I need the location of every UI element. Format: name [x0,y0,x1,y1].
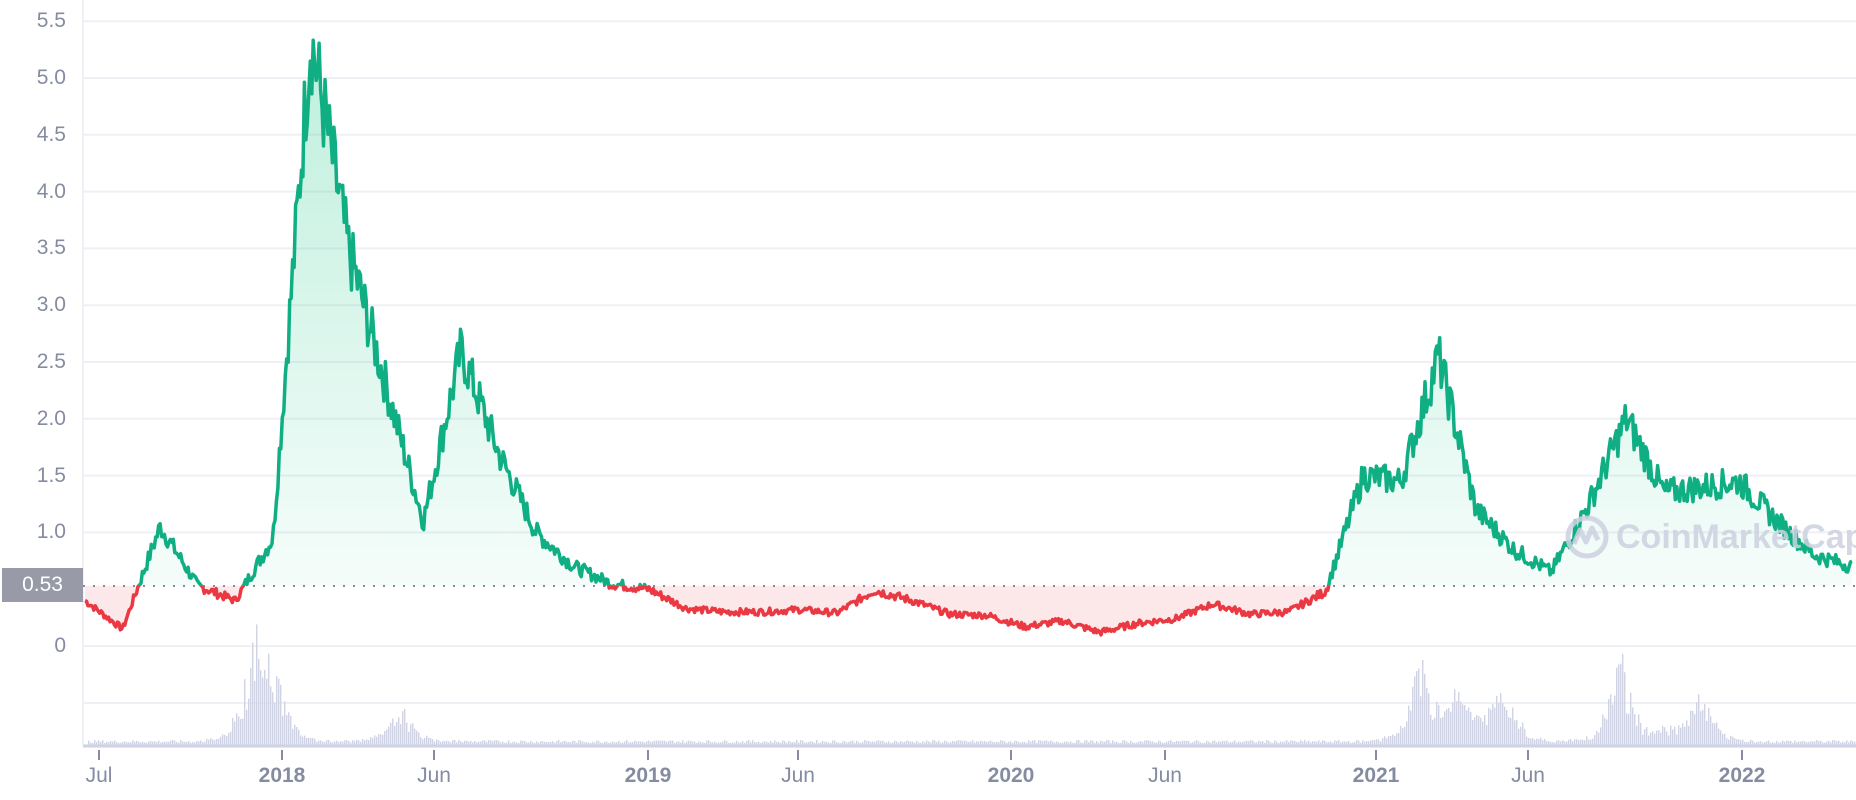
watermark-text: CoinMarketCap [1616,517,1856,556]
x-tick-label: Jun [781,764,815,787]
price-line-above [136,38,1853,586]
price-line-below [84,586,1331,637]
x-tick-label: 2022 [1718,764,1766,787]
x-tick-label: 2020 [987,764,1035,787]
y-tick-label: 5.5 [36,9,66,33]
y-tick-label: 1.5 [36,463,66,487]
x-tick-label: Jun [1148,764,1182,787]
x-tick-label: Jun [1511,764,1545,787]
x-tick-label: Jul [85,764,113,787]
x-tick-label: 2018 [258,764,306,787]
area-above-fill [85,40,1852,586]
y-tick-label: 4.0 [36,179,66,203]
current-price-tag: 0.53 [2,568,83,602]
y-tick-label: 5.0 [36,66,66,89]
x-tick-label: 2019 [624,764,672,787]
volume-bars [88,624,1856,745]
x-tick-label: Jun [417,764,451,787]
x-axis-ticks [98,750,1743,760]
y-tick-label: 3.0 [36,293,66,317]
coinmarketcap-logo-icon [1565,515,1609,559]
y-tick-label: 2.0 [36,406,66,430]
gridlines [83,20,1856,704]
y-tick-label: 4.5 [36,122,66,146]
y-tick-label: 0 [54,634,66,657]
coinmarketcap-watermark: CoinMarketCap [1564,512,1856,562]
y-tick-label: 2.5 [36,350,66,373]
x-tick-label: 2021 [1352,764,1400,787]
y-tick-label: 1.0 [36,520,66,544]
y-tick-label: 3.5 [36,236,66,260]
